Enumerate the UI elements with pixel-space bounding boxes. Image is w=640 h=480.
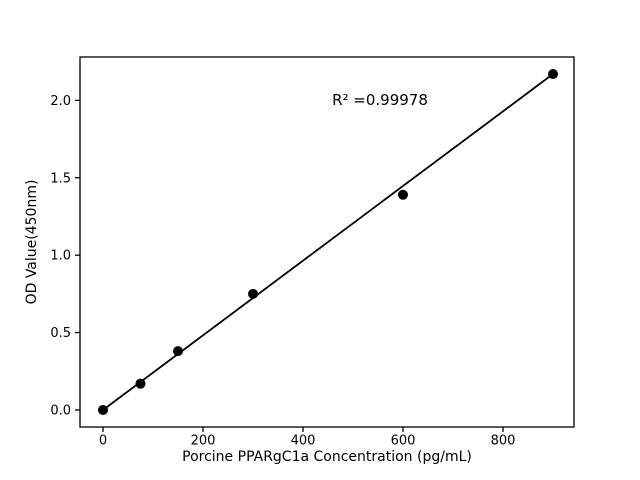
data-point [135, 378, 146, 389]
x-tick-label: 200 [191, 434, 216, 449]
y-axis-label: OD Value(450nm) [24, 179, 40, 305]
x-tick-label: 600 [391, 434, 416, 449]
data-point [173, 346, 183, 357]
y-tick-label: 2.0 [50, 94, 71, 109]
x-tick-label: 0 [99, 434, 107, 449]
x-axis-label: Porcine PPARgC1a Concentration (pg/mL) [182, 449, 472, 465]
data-point [248, 288, 258, 299]
data-point [398, 189, 408, 200]
x-tick-label: 400 [291, 434, 316, 449]
y-tick-label: 0.5 [50, 326, 71, 341]
data-point [548, 69, 558, 80]
data-point [98, 404, 108, 415]
y-tick-label: 0.0 [50, 403, 71, 418]
x-tick-label: 800 [491, 434, 516, 449]
y-tick-label: 1.0 [50, 249, 71, 264]
r-squared-annotation: R² =0.99978 [332, 91, 428, 110]
y-tick-label: 1.5 [50, 171, 71, 186]
plot-frame [79, 56, 575, 428]
